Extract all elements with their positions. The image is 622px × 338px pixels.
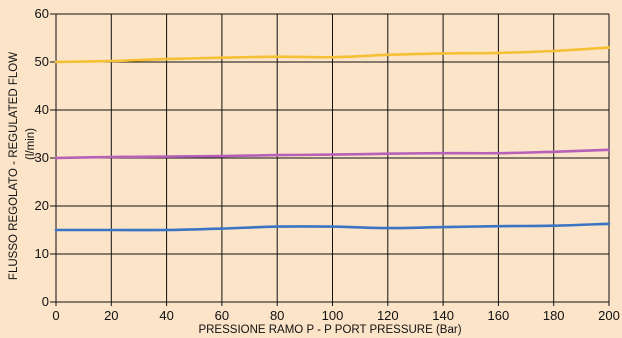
y-tick-label-30: 30	[35, 150, 49, 165]
x-tick-label-40: 40	[159, 308, 173, 323]
y-tick-label-50: 50	[35, 54, 49, 69]
x-tick-label-120: 120	[377, 308, 399, 323]
x-tick-label-60: 60	[215, 308, 229, 323]
series-lines	[54, 46, 611, 232]
series-line-3	[54, 222, 611, 232]
tick-labels: 0 20 40 60 80 100 120 140 160 180 200 0 10 20 30 40 50 60	[35, 6, 620, 323]
grid-lines	[50, 13, 610, 306]
y-axis-unit: (l/min)	[25, 128, 37, 160]
series-line-2	[54, 148, 611, 160]
y-tick-label-0: 0	[42, 294, 49, 309]
x-tick-label-180: 180	[543, 308, 565, 323]
y-tick-label-40: 40	[35, 102, 49, 117]
y-axis-label: FLUSSO REGOLATO - REGULATED FLOW	[8, 52, 20, 280]
x-tick-label-100: 100	[322, 308, 344, 323]
series-line-1	[54, 46, 611, 64]
x-tick-label-140: 140	[432, 308, 454, 323]
y-tick-label-10: 10	[35, 246, 49, 261]
x-tick-label-200: 200	[598, 308, 620, 323]
x-tick-label-20: 20	[104, 308, 118, 323]
y-tick-label-20: 20	[35, 198, 49, 213]
x-tick-label-160: 160	[488, 308, 510, 323]
y-tick-label-60: 60	[35, 6, 49, 21]
x-axis-label: PRESSIONE RAMO P - P PORT PRESSURE (Bar)	[198, 324, 461, 336]
x-tick-label-80: 80	[270, 308, 284, 323]
x-tick-label-0: 0	[52, 308, 59, 323]
